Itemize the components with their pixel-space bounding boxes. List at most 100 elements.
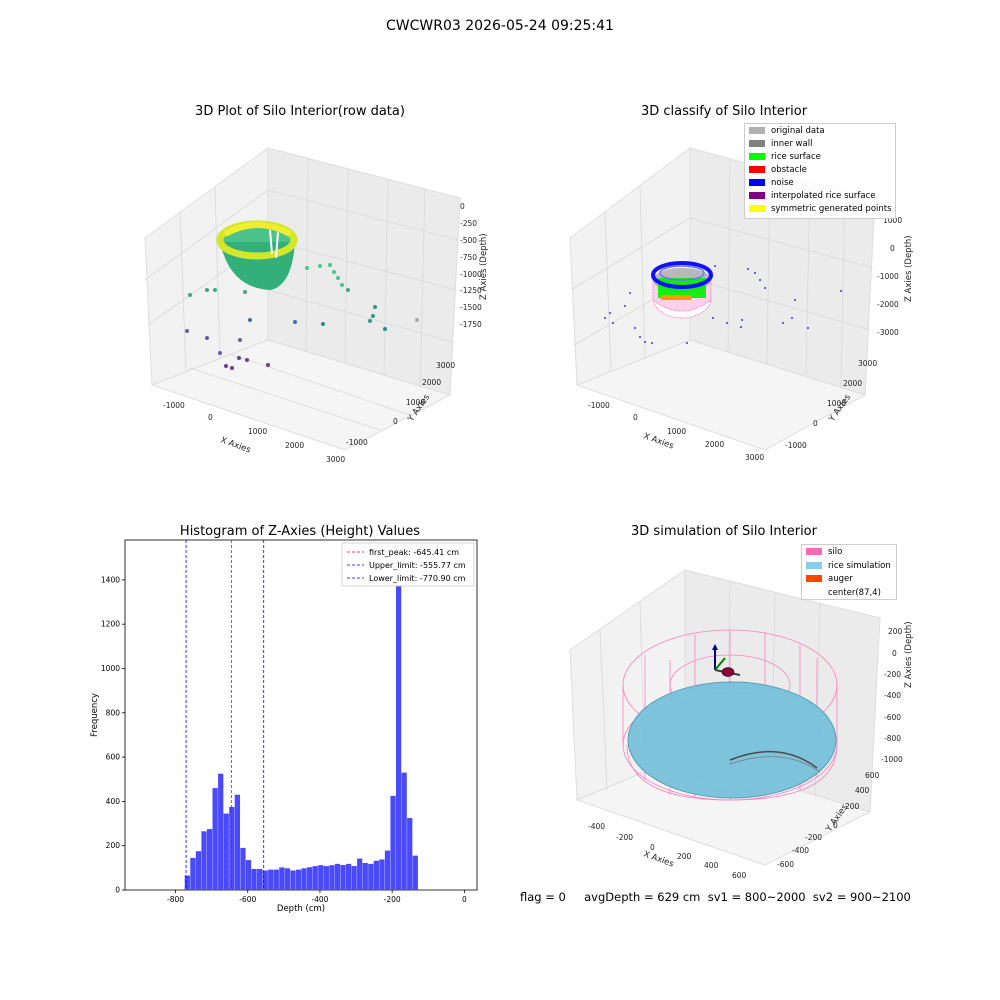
histogram-bar: [384, 850, 391, 890]
legend-entry: interpolated rice surface: [749, 191, 876, 201]
x-tick-label: -400: [311, 895, 328, 904]
legend-label: symmetric generated points: [771, 204, 892, 214]
histogram-y-ticks: 0 200 400 600 800 1000 1200 1400: [101, 575, 125, 895]
histogram-bar: [240, 847, 246, 890]
histogram-bar: [373, 860, 380, 890]
histogram-bar: [357, 858, 363, 890]
y-tick-label: 0: [115, 886, 120, 895]
rice-surface: [627, 681, 837, 799]
cls-ztick: -2000: [877, 300, 899, 309]
raw-ytick: -1000: [346, 438, 368, 447]
noise-point: [794, 299, 796, 301]
noise-point: [629, 292, 631, 294]
sim-ytick: -600: [777, 860, 794, 869]
histogram-bar: [218, 773, 224, 890]
noise-point: [791, 317, 793, 319]
legend-label: rice simulation: [828, 560, 891, 571]
raw-ytick: 1000: [406, 398, 425, 407]
raw-panel-title: 3D Plot of Silo Interior(row data): [195, 104, 405, 119]
legend-entry: original data: [749, 126, 825, 136]
histogram-bar: [273, 869, 279, 890]
scatter-point: [332, 270, 336, 274]
simulation-3d-plot: -400 -200 0 200 400 600 X Axies -600 -40…: [569, 569, 914, 880]
raw-xtick: 2000: [285, 441, 304, 450]
histogram-panel-title: Histogram of Z-Axies (Height) Values: [179, 524, 421, 539]
legend-entry: center(87,4): [806, 588, 881, 598]
histogram-bar: [223, 813, 229, 890]
sim-ytick: 400: [855, 786, 870, 795]
scatter-point: [318, 264, 322, 268]
scatter-point: [293, 320, 297, 324]
legend-entry: Upper_limit: -555.77 cm: [369, 561, 466, 570]
histogram-bar: [401, 772, 407, 890]
sim-ytick: 0: [833, 821, 838, 830]
sim-xtick: 0: [650, 843, 655, 852]
histogram-bar: [323, 866, 329, 890]
legend-label: original data: [771, 126, 825, 136]
histogram-bar: [212, 788, 218, 890]
scatter-point: [383, 327, 387, 331]
sim-xtick: 200: [677, 852, 692, 861]
histogram-chart: -800 -600 -400 -200 0 0 200 400 600 800 1000 1200 1…: [90, 539, 478, 914]
legend-swatch: [806, 548, 822, 555]
status-footer: flag = 0 avgDepth = 629 cm sv1 = 800~200…: [520, 890, 911, 904]
cls-ztick: 1000: [883, 216, 902, 225]
histogram-bar: [284, 868, 291, 890]
scatter-point: [266, 363, 270, 367]
noise-point: [639, 336, 641, 338]
scatter-point: [205, 336, 209, 340]
cls-ytick: 3000: [858, 359, 877, 368]
histogram-bar: [307, 867, 313, 890]
noise-point: [609, 312, 611, 314]
noise-point: [741, 319, 743, 321]
legend-label: obstacle: [771, 165, 807, 175]
legend-swatch: [749, 153, 765, 160]
raw-ztick: -250: [460, 219, 477, 228]
y-tick-label: 800: [106, 708, 121, 717]
y-tick-label: 200: [106, 841, 121, 850]
histogram-bar: [251, 868, 257, 890]
sim-xtick: 600: [732, 871, 747, 880]
histogram-bar: [390, 795, 396, 890]
noise-point: [712, 317, 714, 319]
threshold-lines: [185, 540, 265, 890]
histogram-bar: [318, 865, 324, 890]
histogram-bar: [368, 863, 374, 890]
x-tick-label: -800: [167, 895, 184, 904]
noise-point: [807, 327, 809, 329]
raw-xlabel: X Axies: [219, 435, 252, 455]
x-tick-label: -200: [384, 895, 401, 904]
legend-swatch: [749, 166, 765, 173]
legend-swatch: [806, 561, 822, 569]
histogram-bar: [229, 806, 235, 890]
histogram-legend: first_peak: -645.41 cm Upper_limit: -555.…: [341, 542, 475, 587]
scatter-point: [185, 329, 189, 333]
noise-points: [604, 265, 842, 344]
x-tick-label: -600: [239, 895, 256, 904]
histogram-bar: [395, 549, 402, 890]
scatter-point: [213, 288, 217, 292]
simulation-panel-title: 3D simulation of Silo Interior: [631, 524, 817, 539]
raw-ztick: -1250: [460, 286, 482, 295]
raw-xtick: 3000: [326, 455, 345, 464]
figure-title: CWCWR03 2026-05-24 09:25:41: [386, 18, 614, 34]
noise-point: [686, 342, 688, 344]
raw-ztick: -500: [460, 236, 477, 245]
cls-xtick: -1000: [588, 401, 610, 410]
legend-swatch: [749, 179, 765, 186]
sim-xtick: -200: [616, 833, 633, 842]
raw-xtick: 0: [208, 413, 213, 422]
sim-ztick: -1000: [881, 755, 903, 764]
legend-entry: auger: [806, 574, 853, 584]
scatter-point: [218, 351, 222, 355]
legend-entry: rice surface: [749, 152, 821, 162]
histogram-bar: [195, 851, 202, 890]
scatter-point: [305, 266, 309, 270]
legend-swatch: [806, 588, 822, 596]
sim-ztick: 0: [892, 649, 897, 658]
raw-ztick: -1750: [460, 320, 482, 329]
y-tick-label: 1000: [101, 664, 120, 673]
raw-xtick: 1000: [248, 427, 267, 436]
legend-entry: obstacle: [749, 165, 807, 175]
scatter-point: [336, 276, 340, 280]
